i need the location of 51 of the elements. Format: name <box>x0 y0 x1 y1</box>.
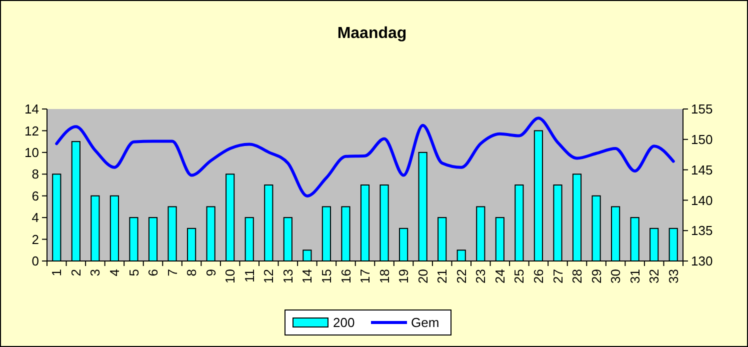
x-tick-label: 13 <box>280 269 296 284</box>
x-tick-label: 7 <box>164 269 180 276</box>
x-tick-label: 26 <box>531 269 546 284</box>
y2-tick-label: 135 <box>691 223 713 238</box>
x-tick-label: 29 <box>588 269 604 284</box>
chart-title: Maandag <box>337 25 407 42</box>
x-tick-label: 28 <box>570 269 585 284</box>
x-tick-label: 27 <box>550 269 566 284</box>
y2-tick-label: 140 <box>691 192 713 208</box>
y-tick-label: 6 <box>32 188 39 204</box>
x-tick-label: 32 <box>646 269 662 284</box>
y2-tick-label: 130 <box>691 254 713 269</box>
x-tick-label: 9 <box>203 269 218 276</box>
y-tick-label: 2 <box>32 232 39 247</box>
x-tick-label: 11 <box>242 269 257 282</box>
x-tick-label: 21 <box>434 269 450 284</box>
x-tick-label: 10 <box>222 269 238 284</box>
x-tick-label: 15 <box>319 269 334 284</box>
x-tick-label: 4 <box>107 269 122 276</box>
x-tick-label: 16 <box>338 269 354 284</box>
y-tick-label: 10 <box>24 144 39 160</box>
x-tick-label: 19 <box>396 269 412 284</box>
x-tick-label: 33 <box>666 269 681 284</box>
x-tick-label: 17 <box>358 269 373 284</box>
x-tick-label: 2 <box>68 269 84 276</box>
y-tick-label: 4 <box>32 210 39 226</box>
x-tick-label: 20 <box>415 269 430 284</box>
legend-label: 200 <box>333 315 355 330</box>
x-tick-label: 25 <box>512 269 527 284</box>
x-tick-label: 18 <box>376 269 392 284</box>
y-tick-label: 12 <box>24 123 39 138</box>
x-tick-label: 31 <box>627 269 642 284</box>
y-tick-label: 0 <box>32 254 39 269</box>
line-series <box>55 116 675 198</box>
x-tick-label: 23 <box>473 269 488 284</box>
x-tick-label: 8 <box>184 269 200 276</box>
x-tick-label: 30 <box>608 269 624 284</box>
y2-tick-label: 155 <box>691 102 713 117</box>
y-tick-label: 8 <box>32 166 39 182</box>
y2-tick-label: 150 <box>691 132 713 147</box>
x-tick-label: 22 <box>454 269 469 284</box>
x-tick-label: 5 <box>126 269 142 276</box>
legend-label: Gem <box>411 315 440 330</box>
x-tick-label: 14 <box>300 269 315 284</box>
x-tick-label: 3 <box>88 269 103 276</box>
x-tick-label: 6 <box>146 269 161 276</box>
x-tick-label: 1 <box>49 269 64 276</box>
y-tick-label: 14 <box>24 102 39 117</box>
y2-tick-label: 145 <box>691 162 713 178</box>
x-tick-label: 24 <box>492 269 508 284</box>
x-tick-label: 12 <box>261 269 276 284</box>
